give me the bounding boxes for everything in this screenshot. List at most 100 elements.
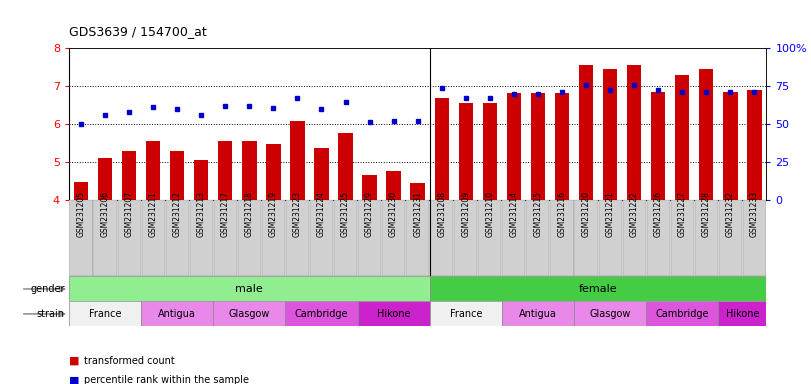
Bar xyxy=(526,200,550,276)
Text: GSM231225: GSM231225 xyxy=(341,190,350,237)
Text: strain: strain xyxy=(36,309,65,319)
Bar xyxy=(410,184,425,200)
Text: GDS3639 / 154700_at: GDS3639 / 154700_at xyxy=(69,25,207,38)
Bar xyxy=(310,200,333,276)
Text: GSM231219: GSM231219 xyxy=(269,190,278,237)
Text: GSM231230: GSM231230 xyxy=(389,190,398,237)
Bar xyxy=(530,93,545,200)
Bar xyxy=(646,200,670,276)
Bar xyxy=(314,149,328,200)
Bar xyxy=(695,200,718,276)
Bar xyxy=(190,200,212,276)
Bar xyxy=(478,200,501,276)
Bar xyxy=(238,200,261,276)
Bar xyxy=(266,144,281,200)
Bar xyxy=(555,93,569,200)
Text: female: female xyxy=(579,284,617,294)
Bar xyxy=(406,200,429,276)
Text: gender: gender xyxy=(30,284,65,294)
Bar xyxy=(574,301,646,326)
Text: France: France xyxy=(88,309,122,319)
Bar xyxy=(70,200,92,276)
Text: GSM231210: GSM231210 xyxy=(485,190,495,237)
Bar xyxy=(194,160,208,200)
Text: GSM231205: GSM231205 xyxy=(76,190,85,237)
Text: GSM231228: GSM231228 xyxy=(702,191,710,237)
Text: Cambridge: Cambridge xyxy=(294,309,348,319)
Bar xyxy=(747,91,762,200)
Bar xyxy=(74,182,88,200)
Bar xyxy=(358,200,381,276)
Bar xyxy=(507,93,521,200)
Text: GSM231207: GSM231207 xyxy=(125,190,134,237)
Bar xyxy=(430,200,453,276)
Text: Antigua: Antigua xyxy=(519,309,557,319)
Bar xyxy=(98,158,112,200)
Bar xyxy=(141,301,213,326)
Text: GSM231209: GSM231209 xyxy=(461,190,470,237)
Text: GSM231233: GSM231233 xyxy=(750,190,759,237)
Bar xyxy=(458,103,473,200)
Text: GSM231221: GSM231221 xyxy=(606,191,615,237)
Text: GSM231227: GSM231227 xyxy=(678,190,687,237)
Text: GSM231206: GSM231206 xyxy=(101,190,109,237)
Bar xyxy=(242,141,256,200)
Bar xyxy=(69,301,141,326)
Bar xyxy=(93,200,117,276)
Bar xyxy=(382,200,406,276)
Bar xyxy=(719,200,742,276)
Text: percentile rank within the sample: percentile rank within the sample xyxy=(84,375,248,384)
Bar xyxy=(386,171,401,200)
Text: Hikone: Hikone xyxy=(377,309,410,319)
Bar xyxy=(675,75,689,200)
Bar xyxy=(671,200,693,276)
Bar xyxy=(723,92,737,200)
Text: GSM231229: GSM231229 xyxy=(365,190,374,237)
Text: GSM231223: GSM231223 xyxy=(293,190,302,237)
Bar xyxy=(358,301,430,326)
Bar xyxy=(435,98,449,200)
Bar xyxy=(551,200,573,276)
Text: GSM231226: GSM231226 xyxy=(654,190,663,237)
Bar xyxy=(627,65,642,200)
Text: France: France xyxy=(449,309,482,319)
Bar xyxy=(579,65,593,200)
Bar xyxy=(699,69,714,200)
Bar xyxy=(502,301,574,326)
Bar xyxy=(338,133,353,200)
Bar xyxy=(262,200,285,276)
Text: GSM231231: GSM231231 xyxy=(413,190,423,237)
Bar xyxy=(334,200,357,276)
Bar xyxy=(213,301,285,326)
Text: GSM231214: GSM231214 xyxy=(509,190,518,237)
Bar xyxy=(290,121,305,200)
Text: ■: ■ xyxy=(69,375,79,384)
Bar xyxy=(218,141,233,200)
Bar xyxy=(502,200,526,276)
Bar xyxy=(651,92,665,200)
Bar xyxy=(623,200,646,276)
Bar xyxy=(214,200,237,276)
Bar xyxy=(599,200,621,276)
Bar xyxy=(170,151,184,200)
Text: GSM231220: GSM231220 xyxy=(581,190,590,237)
Text: GSM231222: GSM231222 xyxy=(629,191,638,237)
Text: transformed count: transformed count xyxy=(84,356,174,366)
Bar xyxy=(719,301,766,326)
Text: GSM231217: GSM231217 xyxy=(221,190,230,237)
Bar xyxy=(603,69,617,200)
Text: GSM231216: GSM231216 xyxy=(557,190,566,237)
Text: GSM231215: GSM231215 xyxy=(534,190,543,237)
Bar xyxy=(574,200,598,276)
Text: GSM231212: GSM231212 xyxy=(173,191,182,237)
Bar xyxy=(646,301,719,326)
Bar xyxy=(430,276,766,301)
Text: GSM231224: GSM231224 xyxy=(317,190,326,237)
Bar xyxy=(146,141,161,200)
Bar xyxy=(454,200,478,276)
Text: GSM231232: GSM231232 xyxy=(726,190,735,237)
Bar xyxy=(285,301,358,326)
Text: Glasgow: Glasgow xyxy=(229,309,270,319)
Bar xyxy=(483,103,497,200)
Bar xyxy=(142,200,165,276)
